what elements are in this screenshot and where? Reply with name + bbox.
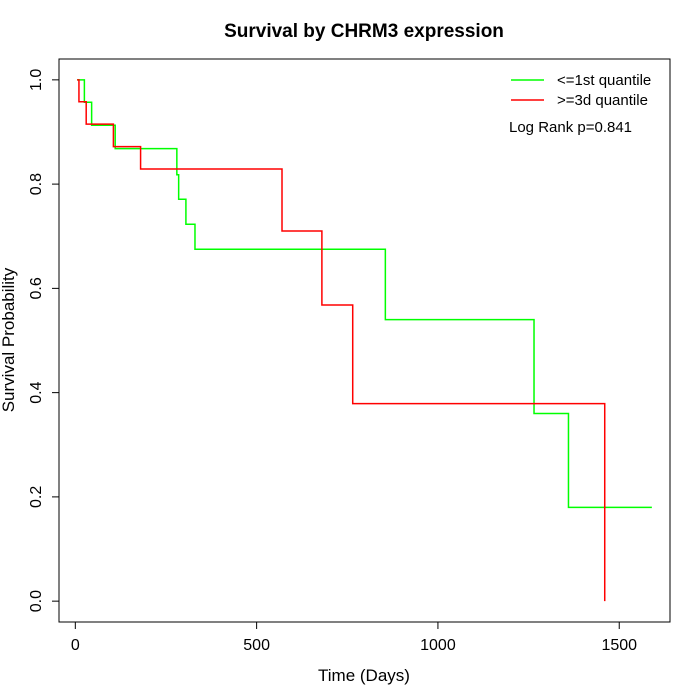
x-axis-label: Time (Days) xyxy=(318,666,410,685)
legend-label-1: >=3d quantile xyxy=(557,92,648,109)
chart-title: Survival by CHRM3 expression xyxy=(224,21,504,42)
y-axis-label: Survival Probability xyxy=(0,267,18,412)
y-tick-label: 0.4 xyxy=(28,381,45,403)
x-tick-label: 1500 xyxy=(601,637,637,654)
series-line-1 xyxy=(77,79,606,602)
legend: <=1st quantile >=3d quantile xyxy=(511,72,651,109)
plot-area-frame xyxy=(58,58,671,623)
y-tick-label: 0.8 xyxy=(28,173,45,195)
y-tick-label: 0.6 xyxy=(28,277,45,299)
x-tick-label: 1000 xyxy=(420,637,456,654)
x-tick-label: 0 xyxy=(71,637,80,654)
log-rank-annotation: Log Rank p=0.841 xyxy=(509,119,632,136)
series-line-0 xyxy=(77,79,652,509)
x-tick-label: 500 xyxy=(243,637,270,654)
y-axis: 0.0 0.2 0.4 0.6 0.8 1.0 xyxy=(28,69,59,612)
y-tick-label: 0.0 xyxy=(28,590,45,612)
y-tick-label: 1.0 xyxy=(28,69,45,91)
legend-label-0: <=1st quantile xyxy=(557,72,651,89)
series-layer xyxy=(77,79,652,602)
x-axis: 0 500 1000 1500 xyxy=(71,622,637,654)
y-tick-label: 0.2 xyxy=(28,486,45,508)
